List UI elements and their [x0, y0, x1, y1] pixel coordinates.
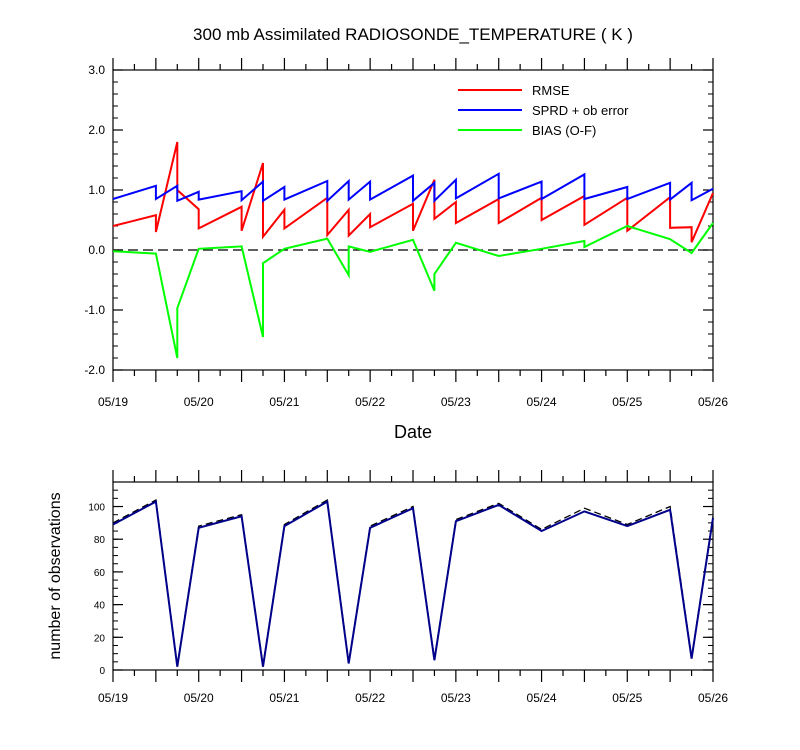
- chart-title: 300 mb Assimilated RADIOSONDE_TEMPERATUR…: [193, 25, 633, 44]
- series-line-possible-observations: [112, 498, 714, 666]
- x-tick-label: 05/23: [441, 691, 471, 705]
- x-ticks: [112, 58, 714, 382]
- y-tick-label: 0.0: [88, 243, 105, 257]
- x-tick-label: 05/26: [698, 395, 728, 409]
- y-tick-label: -2.0: [84, 363, 105, 377]
- y-tick-label: 100: [88, 503, 105, 514]
- x-tick-label: 05/23: [441, 395, 471, 409]
- y-tick-label: 0: [99, 666, 105, 677]
- y-axis-label: number of observations: [47, 492, 64, 659]
- x-tick-label: 05/25: [612, 395, 642, 409]
- y-tick-label: -1.0: [84, 303, 105, 317]
- panel-observations: 0 20 40 60 80 100 05/19 05/20 05/21 05/22 05/23 05/…: [47, 470, 728, 705]
- x-tick-label: 05/24: [527, 395, 557, 409]
- legend-label: SPRD + ob error: [532, 103, 629, 118]
- y-tick-label: 3.0: [88, 63, 105, 77]
- y-tick-label: 60: [94, 568, 106, 579]
- x-tick-label: 05/21: [269, 395, 299, 409]
- x-tick-label: 05/24: [527, 691, 557, 705]
- x-axis-label: Date: [394, 422, 432, 442]
- legend: RMSE SPRD + ob error BIAS (O-F): [458, 83, 629, 138]
- series-line-bias-o-f-: [112, 222, 714, 359]
- y-tick-label: 20: [94, 633, 106, 644]
- legend-label: RMSE: [532, 83, 570, 98]
- x-tick-label: 05/19: [98, 691, 128, 705]
- x-tick-label: 05/26: [698, 691, 728, 705]
- y-tick-label: 40: [94, 601, 106, 612]
- x-tick-label: 05/19: [98, 395, 128, 409]
- y-tick-label: 80: [94, 535, 106, 546]
- x-tick-label: 05/20: [184, 691, 214, 705]
- panel-statistics: 3.0 2.0 1.0 0.0 -1.0 -2.0 05/19 05/20 05/21 05/22…: [84, 25, 728, 442]
- series-line-rmse: [112, 141, 714, 243]
- x-tick-label: 05/22: [355, 691, 385, 705]
- series-line-sprd-ob-error: [112, 172, 714, 204]
- x-ticks: [112, 470, 714, 682]
- y-tick-label: 2.0: [88, 123, 105, 137]
- legend-label: BIAS (O-F): [532, 123, 596, 138]
- x-tick-label: 05/20: [184, 395, 214, 409]
- x-tick-label: 05/21: [269, 691, 299, 705]
- series-line-assimilated-observations: [112, 499, 714, 667]
- x-tick-label: 05/25: [612, 691, 642, 705]
- x-tick-label: 05/22: [355, 395, 385, 409]
- y-tick-label: 1.0: [88, 183, 105, 197]
